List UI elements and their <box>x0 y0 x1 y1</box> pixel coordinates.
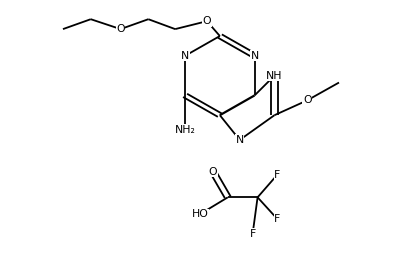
Text: F: F <box>249 229 256 239</box>
Text: N: N <box>236 135 244 145</box>
Text: O: O <box>303 95 312 105</box>
Text: O: O <box>116 24 125 34</box>
Text: O: O <box>203 16 211 26</box>
Text: HO: HO <box>192 209 208 219</box>
Text: F: F <box>274 214 280 224</box>
Text: O: O <box>209 167 217 177</box>
Text: F: F <box>274 170 280 180</box>
Text: NH: NH <box>266 70 283 81</box>
Text: NH₂: NH₂ <box>175 125 196 135</box>
Text: N: N <box>251 51 259 61</box>
Text: N: N <box>181 51 189 61</box>
